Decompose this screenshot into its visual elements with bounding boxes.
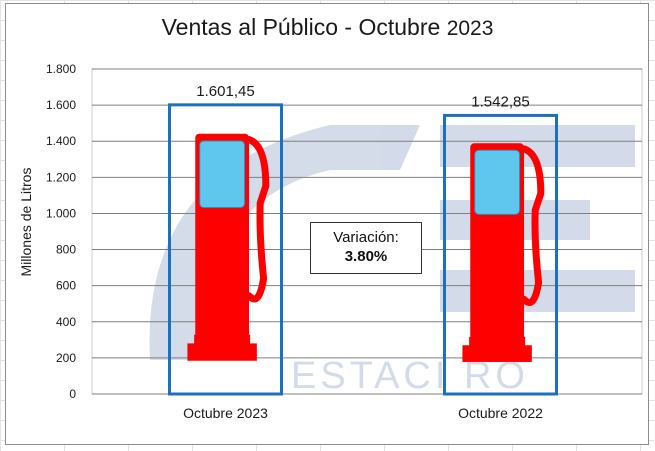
bar-outline bbox=[443, 113, 558, 396]
pump-base bbox=[187, 343, 257, 361]
y-tick-label: 600 bbox=[56, 279, 76, 293]
pump-hose bbox=[245, 136, 270, 303]
data-label: 1.542,85 bbox=[471, 93, 529, 110]
chart-title: Ventas al Público - Octubre 2023 bbox=[0, 14, 655, 41]
y-tick-label: 1.200 bbox=[46, 170, 76, 184]
y-tick-label: 1.800 bbox=[46, 62, 76, 76]
y-tick-label: 400 bbox=[56, 315, 76, 329]
bars: 1.601,45 1.542,85 bbox=[168, 83, 558, 396]
bar-2: 1.542,85 bbox=[443, 93, 558, 396]
variation-value: 3.80% bbox=[344, 248, 388, 265]
x-tick-labels: Octubre 2023 Octubre 2022 bbox=[183, 405, 543, 421]
x-tick-label: Octubre 2023 bbox=[183, 405, 268, 421]
y-tick-label: 1.400 bbox=[46, 134, 76, 148]
data-label: 1.601,45 bbox=[196, 83, 254, 100]
variation-annotation: Variación: 3.80% bbox=[310, 222, 422, 274]
bar-outline bbox=[168, 103, 283, 396]
pump-base bbox=[462, 345, 532, 362]
pump-screen bbox=[199, 140, 246, 208]
variation-label: Variación: bbox=[333, 229, 399, 246]
y-tick-label: 800 bbox=[56, 243, 76, 257]
x-tick-label: Octubre 2022 bbox=[458, 405, 543, 421]
chart-title-text: Ventas al Público - Octubre bbox=[161, 14, 441, 40]
y-tick-label: 0 bbox=[69, 387, 76, 401]
pump-screen bbox=[474, 149, 521, 215]
chart-title-year: 2023 bbox=[446, 17, 494, 40]
y-tick-label: 1.000 bbox=[46, 206, 76, 220]
y-tick-label: 200 bbox=[56, 351, 76, 365]
y-tick-labels: 0 200 400 600 800 1.000 1.200 1.400 1.600 1.800 bbox=[46, 62, 76, 401]
watermark-text: ESTACI RO bbox=[291, 355, 529, 397]
bar-1: 1.601,45 bbox=[168, 83, 283, 396]
pump-hose bbox=[520, 145, 545, 306]
y-tick-label: 1.600 bbox=[46, 98, 76, 112]
